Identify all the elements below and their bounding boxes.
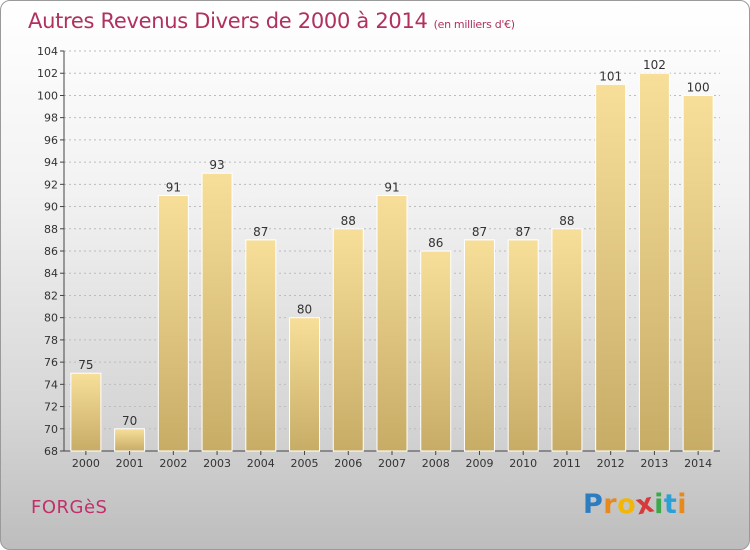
logo-letter: r (603, 489, 618, 520)
y-tick-label: 82 (44, 289, 58, 302)
data-label-2000: 75 (78, 358, 93, 372)
x-tick-label: 2003 (203, 457, 231, 470)
data-label-2002: 91 (166, 180, 181, 194)
y-tick-label: 70 (44, 423, 58, 436)
y-tick-label: 98 (44, 112, 58, 125)
y-tick-label: 80 (44, 312, 58, 325)
x-tick-label: 2008 (422, 457, 450, 470)
data-label-2013: 102 (643, 58, 666, 72)
y-tick-label: 94 (44, 156, 58, 169)
x-tick-label: 2009 (465, 457, 493, 470)
y-tick-label: 76 (44, 356, 58, 369)
bar-2008 (420, 250, 452, 452)
data-label-2008: 86 (428, 236, 443, 250)
y-tick-label: 90 (44, 201, 58, 214)
y-tick-label: 68 (44, 445, 58, 458)
logo-letter: i (677, 489, 688, 520)
y-tick-label: 100 (37, 89, 58, 102)
bar-2006 (332, 228, 364, 452)
data-label-2001: 70 (122, 414, 137, 428)
bar-2009 (463, 239, 495, 452)
data-label-2009: 87 (472, 225, 487, 239)
x-tick-label: 2005 (291, 457, 319, 470)
x-tick-label: 2014 (684, 457, 712, 470)
bar-2014 (682, 94, 714, 452)
bar-2007 (376, 194, 408, 452)
data-label-2003: 93 (209, 158, 224, 172)
logo-letter: o (617, 489, 637, 520)
x-tick-label: 2010 (509, 457, 537, 470)
x-tick-label: 2012 (597, 457, 625, 470)
y-tick-label: 84 (44, 267, 58, 280)
logo-letter: P (583, 489, 604, 520)
x-tick-label: 2007 (378, 457, 406, 470)
y-tick-label: 74 (44, 378, 58, 391)
y-tick-label: 92 (44, 178, 58, 191)
bar-2012 (595, 83, 627, 452)
y-tick-label: 102 (37, 67, 58, 80)
data-label-2011: 88 (559, 214, 574, 228)
data-label-2006: 88 (341, 214, 356, 228)
chart-subtitle: (en milliers d'€) (433, 18, 515, 31)
y-tick-label: 88 (44, 223, 58, 236)
y-tick-label: 104 (37, 45, 58, 58)
data-label-2010: 87 (516, 225, 531, 239)
y-tick-label: 86 (44, 245, 58, 258)
chart-title-text: Autres Revenus Divers de 2000 à 2014 (28, 9, 428, 33)
y-tick-label: 72 (44, 401, 58, 414)
data-label-2005: 80 (297, 303, 312, 317)
logo-letter: t (663, 489, 678, 520)
bar-2011 (551, 228, 583, 452)
data-label-2014: 100 (687, 80, 710, 94)
chart-title: Autres Revenus Divers de 2000 à 2014 (en … (28, 9, 515, 33)
x-tick-label: 2006 (334, 457, 362, 470)
y-tick-label: 78 (44, 334, 58, 347)
x-tick-label: 2013 (640, 457, 668, 470)
town-name: FORGèS (31, 497, 108, 518)
x-tick-label: 2004 (247, 457, 275, 470)
data-label-2007: 91 (384, 180, 399, 194)
data-label-2012: 101 (599, 69, 622, 83)
x-tick-label: 2001 (116, 457, 144, 470)
data-label-2004: 87 (253, 225, 268, 239)
bar-2010 (507, 239, 539, 452)
bar-2003 (201, 172, 233, 452)
x-tick-label: 2002 (159, 457, 187, 470)
bar-2001 (114, 428, 146, 452)
x-tick-label: 2011 (553, 457, 581, 470)
bar-2013 (638, 72, 670, 452)
bar-2002 (157, 194, 189, 452)
bar-2005 (289, 317, 321, 452)
logo-letter: i (654, 489, 664, 520)
x-tick-label: 2000 (72, 457, 100, 470)
bar-2000 (70, 372, 102, 452)
proxiti-logo[interactable]: Proxiti (583, 487, 688, 521)
bar-2004 (245, 239, 277, 452)
y-tick-label: 96 (44, 134, 58, 147)
